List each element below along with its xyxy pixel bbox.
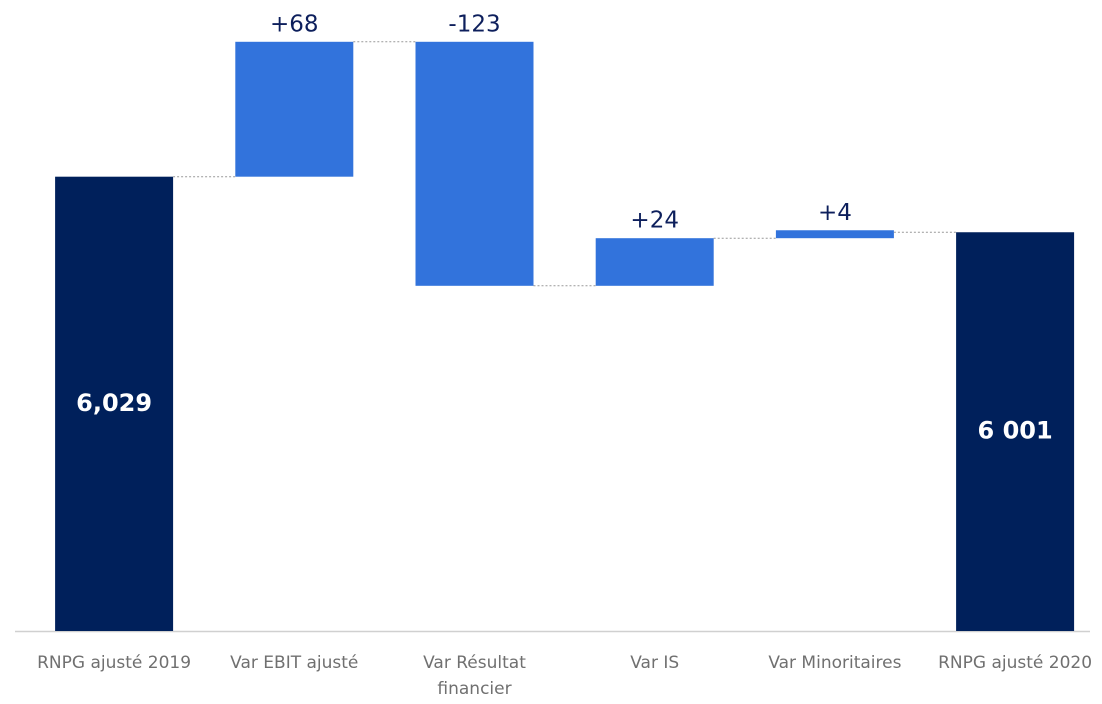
bar <box>956 232 1075 631</box>
bar <box>55 176 174 631</box>
value-label: +68 <box>270 11 319 37</box>
x-tick-label: Var Minoritaires <box>768 653 902 673</box>
value-label: 6 001 <box>978 417 1053 445</box>
x-tick-label: RNPG ajusté 2019 <box>37 653 192 673</box>
bar <box>235 41 354 177</box>
x-tick-label: Var IS <box>630 653 680 673</box>
value-label: -123 <box>448 11 500 37</box>
value-label: +24 <box>630 208 679 234</box>
value-label: +4 <box>818 200 852 226</box>
bar <box>775 230 894 239</box>
value-label: 6,029 <box>76 389 152 417</box>
x-tick-label: Var EBIT ajusté <box>230 653 359 673</box>
bar <box>415 41 534 286</box>
x-tick-label: Var Résultat financier <box>423 653 526 699</box>
x-tick-label: RNPG ajusté 2020 <box>938 653 1093 673</box>
bar <box>595 238 714 286</box>
